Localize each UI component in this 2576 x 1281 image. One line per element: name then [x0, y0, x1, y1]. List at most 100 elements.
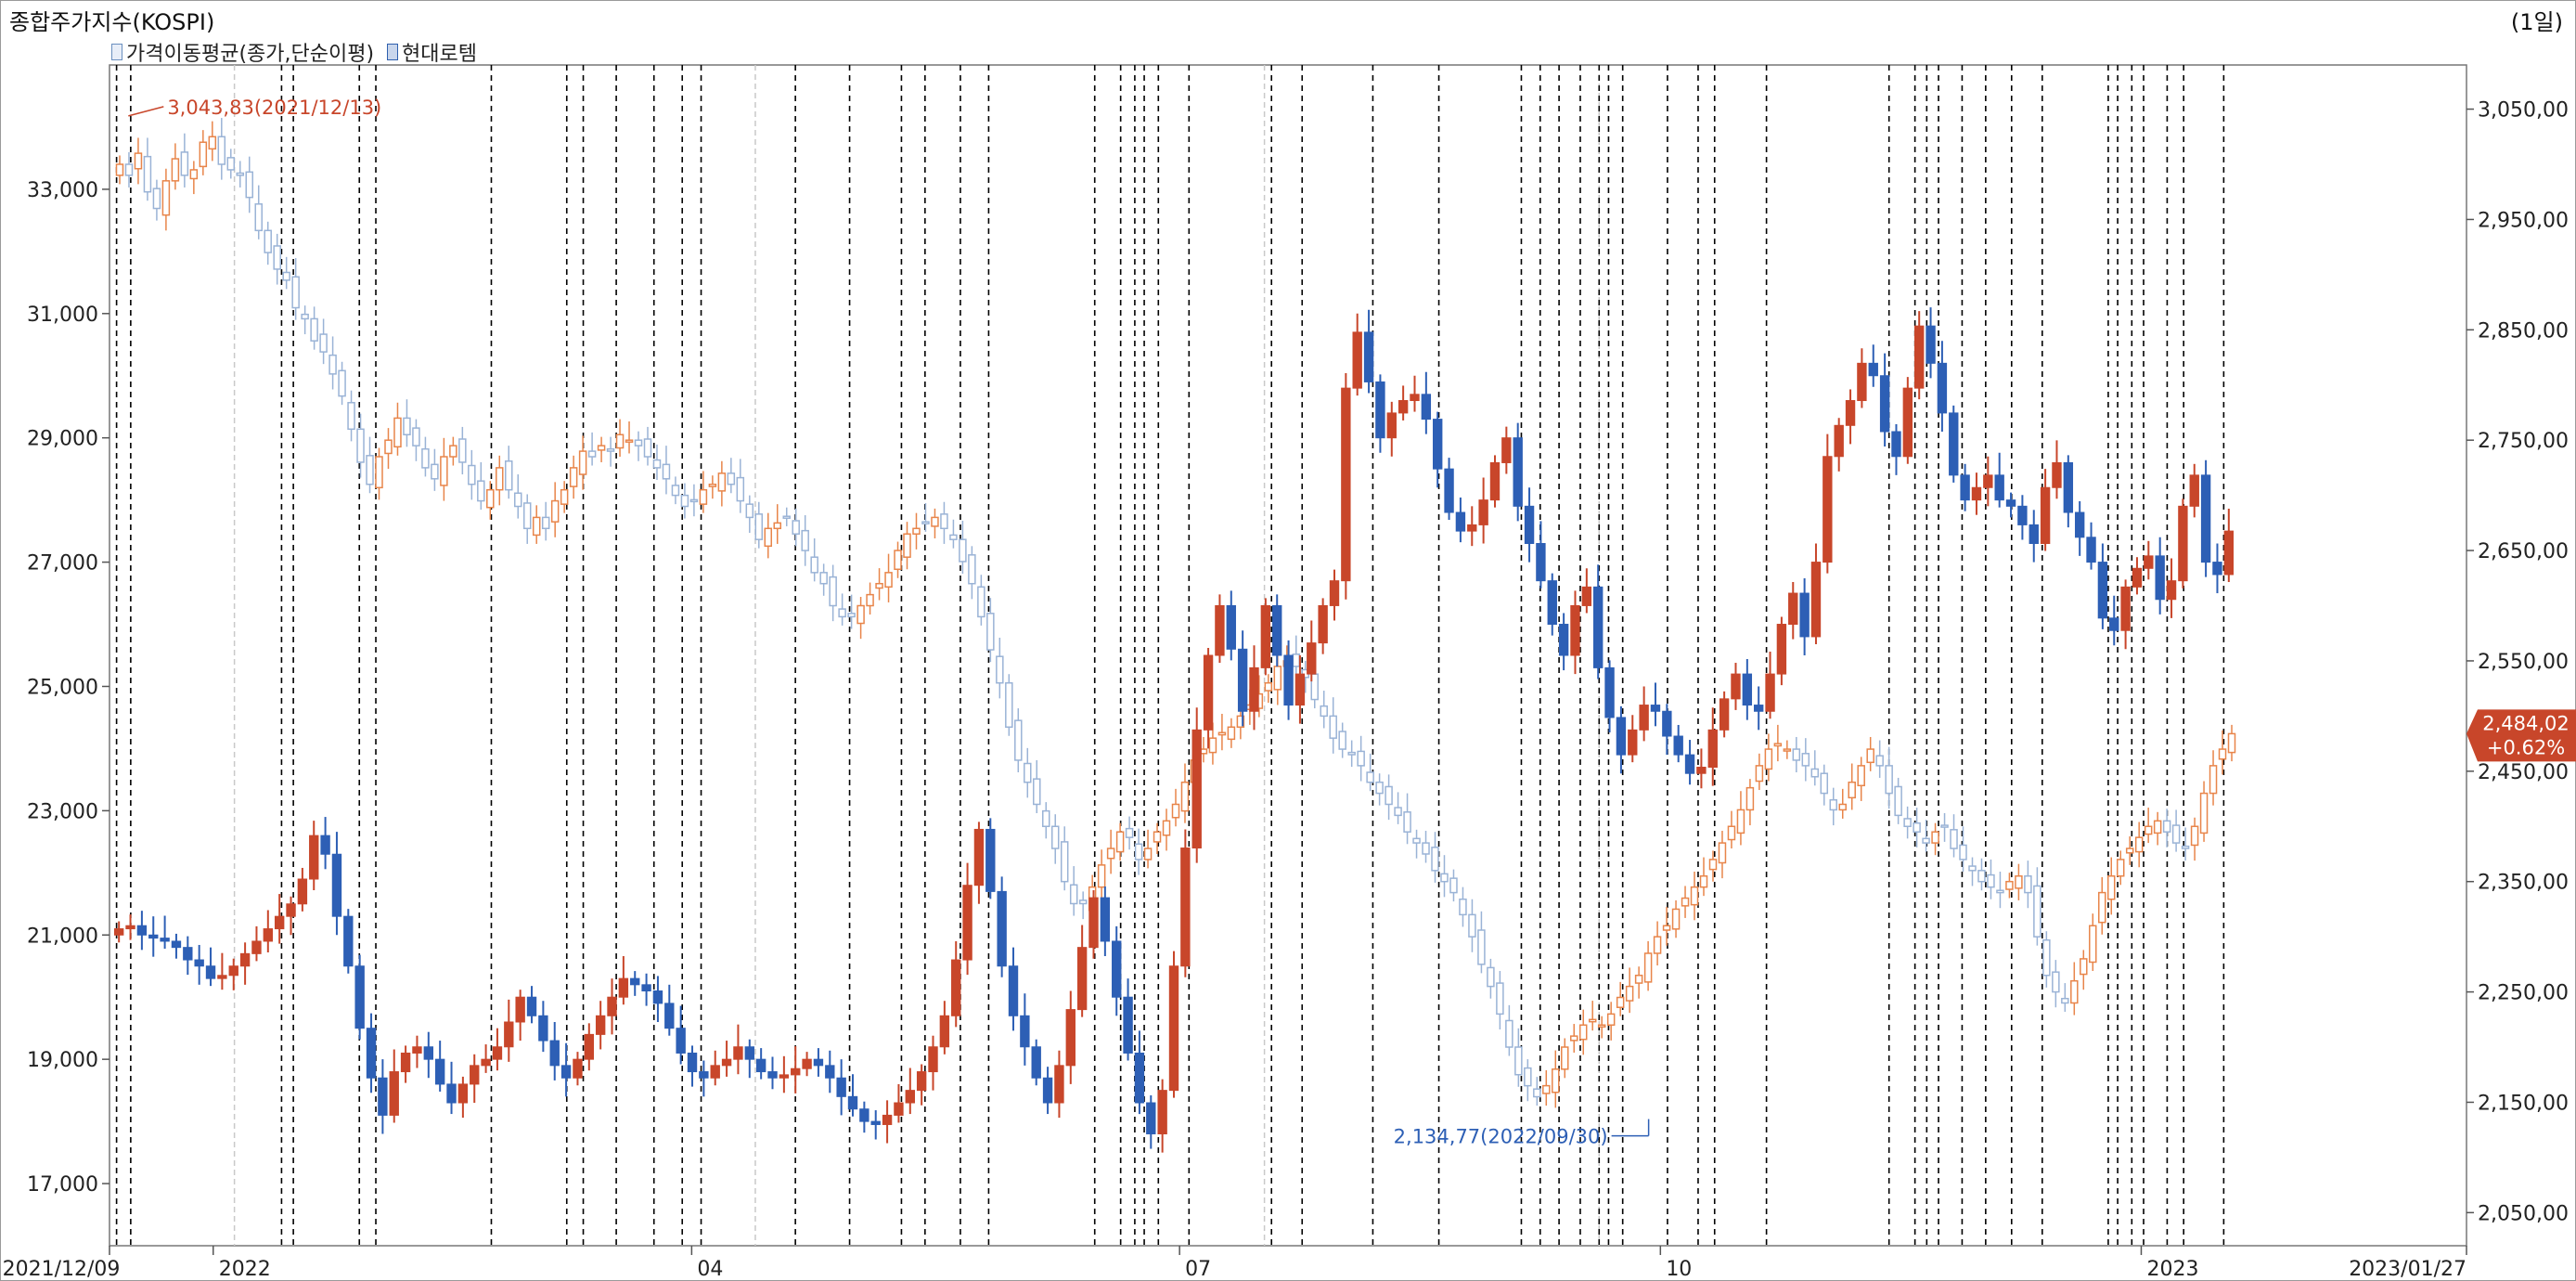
rotem-candle	[595, 1015, 606, 1035]
rotem-candle	[2097, 562, 2108, 619]
rotem-candle	[664, 1003, 675, 1029]
rotem-candle	[470, 1065, 480, 1085]
kospi-candle	[1217, 731, 1227, 736]
rotem-candle	[1157, 1090, 1167, 1134]
kospi-candle	[1875, 755, 1884, 767]
rotem-candle	[951, 959, 961, 1016]
kospi-candle	[384, 439, 393, 455]
rotem-candle	[1455, 511, 1466, 532]
kospi-candle	[1394, 807, 1402, 817]
kospi-candle	[124, 163, 134, 176]
rotem-candle	[1719, 698, 1730, 731]
kospi-candle	[403, 417, 411, 435]
period-label[interactable]: (1일)	[2510, 9, 2563, 35]
kospi-candle	[1727, 825, 1736, 841]
right-tick-label: 2,350,00	[2478, 872, 2569, 895]
kospi-candle	[1671, 908, 1681, 930]
right-tick-label: 2,850,00	[2478, 319, 2569, 343]
rotem-candle	[1031, 1046, 1041, 1079]
kospi-candle	[1533, 1088, 1541, 1098]
rotem-candle	[1489, 461, 1501, 501]
kospi-candle	[1690, 886, 1699, 906]
kospi-candle	[273, 245, 281, 270]
kospi-candle	[1422, 842, 1430, 855]
kospi-candle	[903, 533, 911, 558]
rotem-candle	[1444, 468, 1454, 513]
rotem-candle	[1628, 729, 1638, 756]
kospi-candle	[134, 152, 143, 170]
kospi-candle	[1885, 765, 1893, 795]
high-marker-line	[128, 106, 164, 117]
rotem-candle	[847, 1095, 858, 1110]
kospi-candle	[1838, 803, 1847, 811]
rotem-candle	[263, 928, 274, 942]
kospi-candle	[2153, 820, 2162, 835]
rotem-candle	[1902, 387, 1913, 458]
kospi-candle	[264, 229, 272, 253]
rotem-candle	[1742, 673, 1753, 706]
rotem-candle	[652, 990, 663, 1004]
rotem-candle	[1731, 673, 1741, 700]
kospi-candle	[921, 521, 930, 524]
kospi-candle	[208, 136, 217, 150]
rotem-candle	[1375, 381, 1385, 439]
kospi-candle	[2098, 891, 2106, 924]
kospi-candle	[1431, 847, 1439, 872]
rotem-candle	[1558, 624, 1569, 656]
rotem-candle	[148, 934, 159, 939]
rotem-candle	[1065, 1009, 1075, 1067]
kospi-candle	[1524, 1067, 1532, 1087]
right-tick-label: 2,650,00	[2478, 540, 2569, 563]
kospi-candle	[486, 488, 495, 509]
kospi-candle	[1505, 1019, 1513, 1048]
kospi-candle	[1662, 925, 1671, 931]
kospi-candle	[143, 155, 152, 193]
kospi-candle	[2116, 859, 2125, 877]
rotem-candle	[1329, 580, 1340, 606]
kospi-candle	[819, 572, 828, 585]
rotem-candle	[412, 1046, 422, 1054]
kospi-candle	[301, 313, 309, 320]
kospi-candle	[1597, 1024, 1606, 1028]
kospi-candle	[912, 527, 921, 535]
kospi-candle	[1375, 781, 1384, 795]
kospi-candle	[1042, 809, 1050, 828]
kospi-candle	[1329, 715, 1337, 739]
kospi-candle	[597, 445, 606, 451]
kospi-candle	[180, 151, 189, 176]
kospi-candle	[477, 480, 485, 502]
kospi-candle	[2144, 825, 2153, 835]
kospi-candle	[1208, 737, 1217, 754]
kospi-candle	[468, 464, 476, 485]
kospi-candle	[1681, 897, 1690, 907]
kospi-candle	[1347, 751, 1356, 756]
kospi-candle	[1801, 753, 1810, 767]
kospi-candle	[792, 520, 800, 535]
rotem-candle	[1112, 940, 1122, 998]
kospi-candle	[412, 427, 420, 446]
kospi-candle	[986, 613, 995, 651]
rotem-candle	[274, 915, 285, 930]
kospi-candle	[996, 655, 1004, 684]
kospi-candle	[1773, 743, 1783, 747]
kospi-candle	[587, 450, 597, 458]
kospi-candle	[2015, 875, 2023, 889]
rotem-candle	[1294, 673, 1306, 706]
rotem-candle	[1581, 586, 1592, 606]
rotem-candle	[1949, 412, 1959, 476]
kospi-candle	[578, 450, 587, 475]
rotem-candle	[504, 1021, 514, 1048]
kospi-candle	[959, 538, 967, 563]
kospi-candle	[115, 163, 124, 176]
legend-item-rotem[interactable]: 현대로템	[387, 37, 477, 67]
rotem-candle	[813, 1058, 824, 1067]
kospi-candle	[1477, 929, 1486, 965]
rotem-candle	[1823, 456, 1833, 563]
rotem-candle	[1054, 1065, 1064, 1104]
kospi-candle	[2005, 880, 2014, 890]
rotem-candle	[905, 1090, 915, 1104]
legend-item-moving-average[interactable]: 가격이동평균(종가,단순이평)	[111, 37, 374, 67]
rotem-candle	[997, 890, 1007, 967]
rotem-candle	[1352, 331, 1362, 389]
